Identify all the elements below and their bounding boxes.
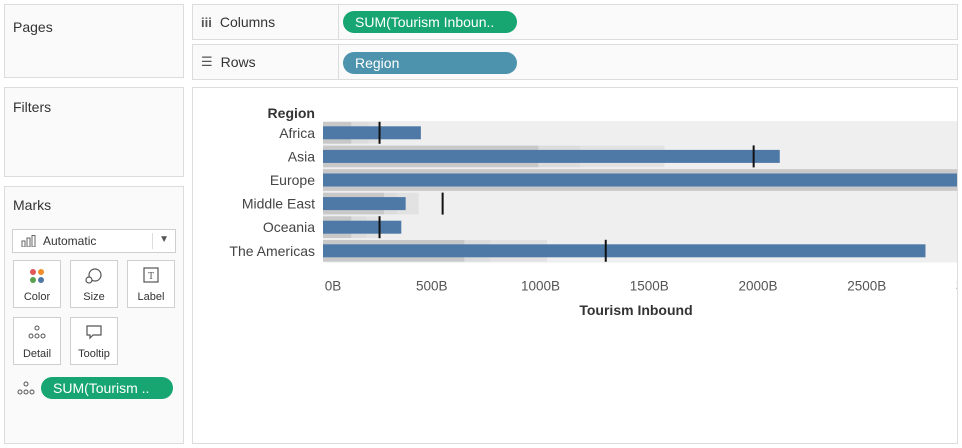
label-button[interactable]: T Label [127, 260, 175, 308]
value-bar[interactable] [323, 173, 957, 187]
color-icon [14, 267, 60, 285]
region-label: Middle East [242, 196, 315, 212]
size-button[interactable]: Size [70, 260, 118, 308]
color-label: Color [23, 291, 51, 303]
columns-shelf[interactable]: iii Columns SUM(Tourism Inboun.. [192, 4, 958, 40]
bar-chart-icon [21, 235, 36, 247]
view-canvas[interactable]: Region Africa Asia Europe Middle East Oceani… [192, 87, 958, 444]
svg-text:T: T [148, 271, 154, 282]
tooltip-button[interactable]: Tooltip [70, 317, 118, 365]
size-icon [71, 267, 117, 285]
marks-title: Marks [13, 197, 52, 213]
region-label: Europe [270, 172, 315, 188]
rows-shelf-label: ☰ Rows [193, 45, 339, 79]
marks-field-pill[interactable]: SUM(Tourism .. [41, 377, 173, 399]
rows-pill[interactable]: Region [343, 52, 517, 74]
mark-type-value: Automatic [43, 234, 97, 248]
color-button[interactable]: Color [13, 260, 61, 308]
x-axis-title: Tourism Inbound [579, 302, 692, 318]
region-label: Africa [279, 125, 315, 141]
plot-background [323, 121, 957, 263]
detail-field-icon [17, 381, 35, 400]
columns-shelf-label: iii Columns [193, 5, 339, 39]
row-header: Region [268, 105, 315, 121]
mark-type-dropdown[interactable]: Automatic ▼ [12, 229, 176, 253]
bullet-chart[interactable]: Region Africa Asia Europe Middle East Oceani… [193, 88, 957, 443]
pages-title: Pages [13, 19, 53, 35]
region-label: Oceania [263, 219, 315, 235]
chevron-down-icon: ▼ [159, 234, 169, 245]
dropdown-divider [152, 233, 153, 249]
x-tick-label: 1500B [630, 279, 669, 294]
tooltip-label: Tooltip [78, 348, 110, 360]
label-label: Label [137, 291, 165, 303]
region-label: The Americas [229, 243, 315, 259]
size-label: Size [83, 291, 105, 303]
x-tick-label: 0B [325, 279, 342, 294]
rows-shelf[interactable]: ☰ Rows Region [192, 44, 958, 80]
region-label: Asia [288, 148, 315, 164]
filters-panel[interactable]: Filters [4, 87, 184, 177]
x-tick-label: 500B [416, 279, 448, 294]
columns-pill[interactable]: SUM(Tourism Inboun.. [343, 11, 517, 33]
x-tick-label: 3000B [956, 279, 957, 294]
x-tick-label: 2500B [847, 279, 886, 294]
pages-panel: Pages [4, 4, 184, 78]
x-tick-label: 2000B [738, 279, 777, 294]
columns-icon: iii [201, 14, 212, 30]
detail-label: Detail [22, 348, 52, 360]
rows-label: Rows [220, 54, 256, 70]
detail-icon [14, 324, 60, 340]
tooltip-icon [71, 324, 117, 340]
rows-icon: ☰ [201, 54, 213, 69]
value-bar[interactable] [323, 149, 780, 163]
value-bar[interactable] [323, 126, 421, 140]
filters-title: Filters [13, 99, 52, 115]
value-bar[interactable] [323, 220, 402, 234]
marks-panel: Marks Automatic ▼ Color Size [4, 186, 184, 444]
detail-button[interactable]: Detail [13, 317, 61, 365]
value-bar[interactable] [323, 197, 406, 211]
x-tick-label: 1000B [521, 279, 560, 294]
text-label-icon: T [128, 267, 174, 283]
value-bar[interactable] [323, 244, 926, 258]
columns-label: Columns [219, 14, 276, 30]
